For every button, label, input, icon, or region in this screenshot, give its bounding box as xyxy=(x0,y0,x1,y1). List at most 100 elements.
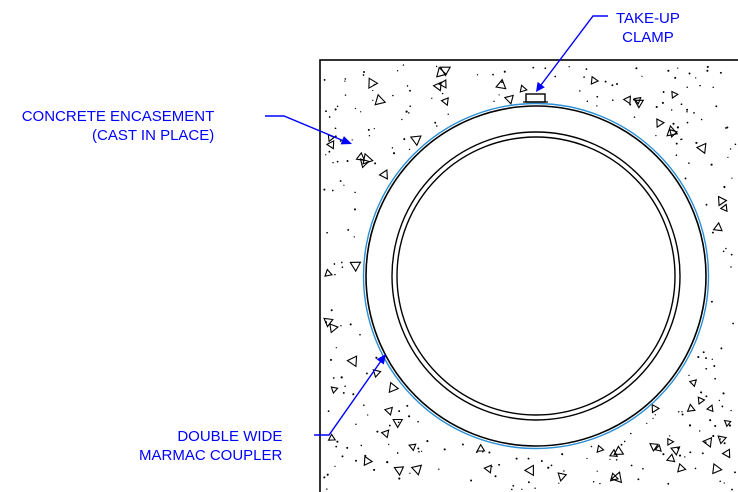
concrete-encasement-label: CONCRETE ENCASEMENT (CAST IN PLACE) xyxy=(13,107,215,145)
sand-dot xyxy=(443,448,446,451)
sand-dot xyxy=(435,125,438,127)
sand-dot xyxy=(339,180,342,182)
aggregate-triangle-icon xyxy=(409,135,422,147)
sand-dot xyxy=(701,452,704,455)
sand-dot xyxy=(431,97,433,99)
aggregate-triangle-icon xyxy=(697,396,706,406)
sand-dot xyxy=(700,118,703,121)
sand-dot xyxy=(527,481,530,484)
sand-dot xyxy=(333,263,336,265)
aggregate-triangle-icon xyxy=(686,403,696,412)
sand-dot xyxy=(441,92,444,95)
sand-dot xyxy=(341,266,344,268)
sand-dot xyxy=(674,76,677,79)
sand-dot xyxy=(599,482,601,485)
sand-dot xyxy=(558,482,560,484)
sand-dot xyxy=(592,481,595,483)
aggregate-triangle-icon xyxy=(432,81,442,92)
sand-dot xyxy=(705,367,708,370)
sand-dot xyxy=(686,111,688,113)
sand-dot xyxy=(583,76,585,78)
sand-dot xyxy=(326,231,328,234)
pipe-inner-ring-inner xyxy=(396,136,676,416)
coupler-leader-arrowhead xyxy=(376,354,386,365)
sand-dot xyxy=(334,108,337,111)
sand-dot xyxy=(360,111,362,113)
sand-dot xyxy=(697,355,700,359)
sand-dot xyxy=(354,191,356,194)
sand-dot xyxy=(494,475,497,478)
sand-dot xyxy=(403,138,406,141)
aggregate-triangle-icon xyxy=(717,435,728,445)
sand-dot xyxy=(332,377,335,379)
aggregate-triangle-icon xyxy=(349,261,362,273)
sand-dot xyxy=(620,443,623,446)
sand-dot xyxy=(372,99,374,102)
sand-dot xyxy=(342,391,345,394)
clamp-leader-line xyxy=(540,15,608,86)
sand-dot xyxy=(332,161,334,164)
sand-dot xyxy=(702,351,705,354)
sand-dot xyxy=(510,488,513,491)
sand-dot xyxy=(688,72,691,75)
sand-dot xyxy=(561,453,564,456)
sand-dot xyxy=(373,468,376,471)
sand-dot xyxy=(340,376,343,379)
concrete-encasement-label-line2: (CAST IN PLACE) xyxy=(92,127,215,144)
sand-dot xyxy=(397,421,400,424)
sand-dot xyxy=(712,86,714,89)
sand-dot xyxy=(365,372,368,375)
sand-dot xyxy=(667,482,670,485)
sand-dot xyxy=(359,333,361,336)
clamp-leader-arrowhead xyxy=(536,81,545,92)
concrete-stipple xyxy=(323,64,737,491)
sand-dot xyxy=(705,203,708,206)
sand-dot xyxy=(681,411,683,413)
sand-dot xyxy=(351,139,353,141)
take-up-clamp xyxy=(525,93,546,103)
aggregate-triangle-icon xyxy=(388,381,400,394)
sand-dot xyxy=(336,105,339,108)
aggregate-triangle-icon xyxy=(723,419,732,428)
sand-dot xyxy=(354,107,357,110)
sand-dot xyxy=(654,414,656,416)
sand-dot xyxy=(346,446,349,449)
sand-dot xyxy=(699,84,701,87)
sand-dot xyxy=(731,488,733,491)
sand-dot xyxy=(435,65,438,68)
sand-dot xyxy=(534,487,536,489)
sand-dot xyxy=(623,440,626,443)
sand-dot xyxy=(362,74,365,76)
sand-dot xyxy=(723,482,725,484)
aggregate-triangle-icon xyxy=(613,445,625,456)
sand-dot xyxy=(470,479,473,482)
sand-dot xyxy=(527,457,530,460)
sand-dot xyxy=(392,152,396,155)
sand-dot xyxy=(335,445,338,448)
sand-dot xyxy=(680,103,683,106)
aggregate-triangle-icon xyxy=(705,404,714,413)
sand-dot xyxy=(406,404,409,407)
sand-dot xyxy=(374,162,377,165)
sand-dot xyxy=(718,399,721,402)
sand-dot xyxy=(417,420,419,423)
sand-dot xyxy=(705,357,707,360)
sand-dot xyxy=(693,112,695,114)
sand-dot xyxy=(728,424,731,427)
aggregate-triangle-icon xyxy=(378,169,389,180)
sand-dot xyxy=(398,477,401,480)
sand-dot xyxy=(360,444,363,447)
sand-dot xyxy=(688,424,692,427)
sand-dot xyxy=(722,250,725,253)
aggregate-triangle-icon xyxy=(325,139,335,150)
sand-dot xyxy=(706,69,709,72)
sand-dot xyxy=(709,419,712,422)
sand-dot xyxy=(684,456,686,458)
sand-dot xyxy=(579,90,581,92)
sand-dot xyxy=(447,113,449,115)
sand-dot xyxy=(689,451,692,454)
sand-dot xyxy=(712,434,715,438)
pipe-outer-wall xyxy=(365,105,707,447)
sand-dot xyxy=(512,484,515,487)
